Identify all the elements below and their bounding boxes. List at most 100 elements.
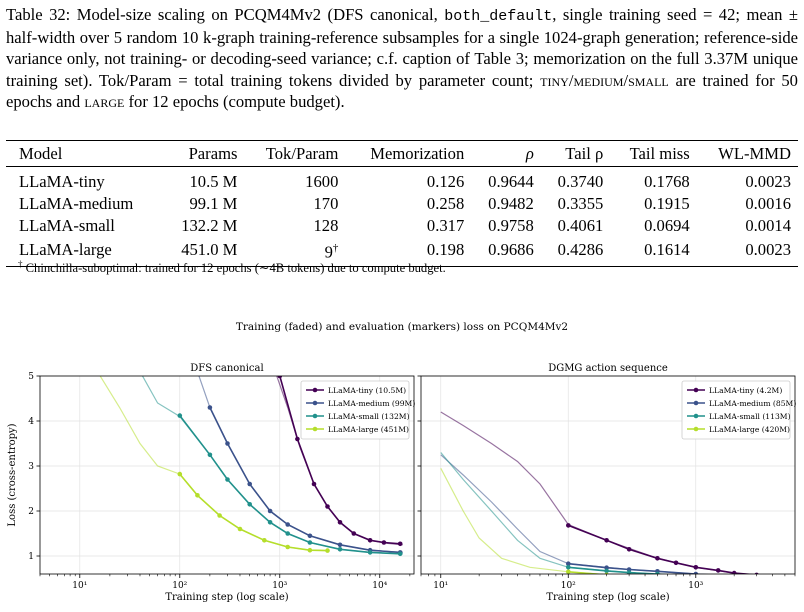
eval-point xyxy=(655,571,660,574)
series-group xyxy=(440,452,775,582)
panel-title: DFS canonical xyxy=(190,363,263,374)
series-group xyxy=(440,468,609,574)
table-caption: Table 32: Model-size scaling on PCQM4Mv2… xyxy=(6,4,798,112)
eval-point xyxy=(177,471,183,477)
cell-model: LLaMA-medium xyxy=(19,194,134,213)
series-group xyxy=(198,376,403,555)
legend-swatch-marker xyxy=(693,413,699,419)
eval-point xyxy=(381,540,387,545)
results-table: Model Params Tok/Param Memorization ρ Ta… xyxy=(6,140,798,267)
eval-point xyxy=(307,533,313,539)
legend-label: LLaMA-large (420M) xyxy=(709,425,790,434)
table-row: LLaMA-tiny 10.5 M 1600 0.126 0.9644 0.37… xyxy=(6,167,798,194)
cell-wl-mmd: 0.0023 xyxy=(696,237,798,267)
eval-point xyxy=(262,538,267,543)
eval-point xyxy=(673,560,679,566)
cell-tok-param: 128 xyxy=(313,216,339,235)
header-params: Params xyxy=(162,140,245,167)
eval-point xyxy=(207,405,213,410)
caption-small: small xyxy=(628,70,669,90)
eval-point xyxy=(285,531,291,536)
x-tick-label: 10³ xyxy=(272,581,287,591)
y-axis-label: Loss (cross-entropy) xyxy=(7,423,18,526)
legend-label: LLaMA-tiny (4.2M) xyxy=(709,386,782,395)
axes-frame xyxy=(420,375,796,575)
cell-tail-miss: 0.1915 xyxy=(644,194,690,213)
x-tick-label: 10¹ xyxy=(433,581,448,591)
cell-params: 99.1 M xyxy=(189,194,238,213)
series-group xyxy=(276,376,403,547)
eval-point xyxy=(770,577,775,582)
eval-point xyxy=(247,481,252,487)
eval-point xyxy=(655,556,660,561)
x-axis-label: Training step (log scale) xyxy=(165,592,288,603)
cell-memorization: 0.126 xyxy=(426,172,465,191)
eval-point xyxy=(247,502,252,507)
eval-line xyxy=(179,415,401,555)
eval-point xyxy=(307,540,313,545)
eval-point xyxy=(604,565,609,570)
cell-wl-mmd: 0.0016 xyxy=(745,194,791,213)
train-line xyxy=(440,468,607,574)
cell-params: 451.0 M xyxy=(162,237,245,267)
eval-point xyxy=(367,550,373,555)
eval-point xyxy=(604,538,609,543)
y-tick-label: 5 xyxy=(28,372,34,382)
caption-text-4: for 12 epochs (compute budget). xyxy=(124,91,345,111)
tok-param-value: 9 xyxy=(324,242,333,262)
cell-model: LLaMA-tiny xyxy=(19,172,105,191)
eval-point xyxy=(566,569,571,574)
dagger-mark: † xyxy=(332,242,339,254)
eval-point xyxy=(337,547,343,552)
dgmg-action-panel: DGMG action sequence 10¹ 10² 10³ Training st… xyxy=(417,363,796,603)
cell-tok-param: 9† xyxy=(244,237,346,267)
eval-point xyxy=(397,541,403,547)
caption-text-2: , single training seed = 42; mean ± half… xyxy=(6,5,798,90)
caption-text-3: are trained for 50 epochs and xyxy=(6,70,798,111)
legend-swatch-marker xyxy=(693,387,699,393)
eval-line xyxy=(568,524,756,574)
cell-params: 10.5 M xyxy=(189,172,238,191)
panel-title: DGMG action sequence xyxy=(548,363,668,374)
cell-tok-param: 1600 xyxy=(305,172,339,191)
eval-point xyxy=(195,493,200,498)
cell-wl-mmd: 0.0023 xyxy=(745,172,791,191)
axes-frame xyxy=(39,375,415,575)
header-rho: ρ xyxy=(471,140,541,167)
eval-point xyxy=(267,520,273,525)
cell-tail-miss: 0.1768 xyxy=(644,172,690,191)
legend-label: LLaMA-medium (99M) xyxy=(328,399,415,408)
loss-figure: Training (faded) and evaluation (markers… xyxy=(7,321,796,603)
x-tick-label: 10¹ xyxy=(72,581,87,591)
eval-point xyxy=(604,568,609,574)
cell-rho: 0.9758 xyxy=(488,216,534,235)
eval-point xyxy=(337,542,343,548)
cell-tail-miss: 0.0694 xyxy=(644,216,690,235)
caption-tiny: tiny xyxy=(540,70,569,90)
legend-swatch-marker xyxy=(312,387,318,393)
figure-suptitle: Training (faded) and evaluation (markers… xyxy=(236,321,568,333)
eval-point xyxy=(307,547,313,553)
cell-tail-rho: 0.4286 xyxy=(540,237,611,267)
header-tail-miss: Tail miss xyxy=(610,140,697,167)
caption-slash-1: / xyxy=(568,70,574,90)
table-footnote: † Chinchilla-suboptimal: trained for 12 … xyxy=(18,259,446,276)
eval-point xyxy=(693,571,699,574)
eval-point xyxy=(626,570,632,574)
eval-point xyxy=(225,441,230,446)
eval-point xyxy=(566,565,571,570)
series-group xyxy=(440,454,710,574)
x-tick-label: 10² xyxy=(561,581,576,591)
cell-tail-rho: 0.3740 xyxy=(557,172,604,191)
cell-memorization: 0.317 xyxy=(426,216,465,235)
legend-label: LLaMA-small (113M) xyxy=(709,412,791,421)
eval-point xyxy=(693,565,699,570)
y-tick-label: 2 xyxy=(28,507,34,517)
eval-point xyxy=(225,477,230,482)
legend-label: LLaMA-small (132M) xyxy=(328,412,410,421)
eval-point xyxy=(177,413,183,418)
eval-point xyxy=(397,551,403,557)
legend-swatch-marker xyxy=(693,426,699,432)
series-group xyxy=(141,376,403,557)
eval-point xyxy=(217,513,222,518)
